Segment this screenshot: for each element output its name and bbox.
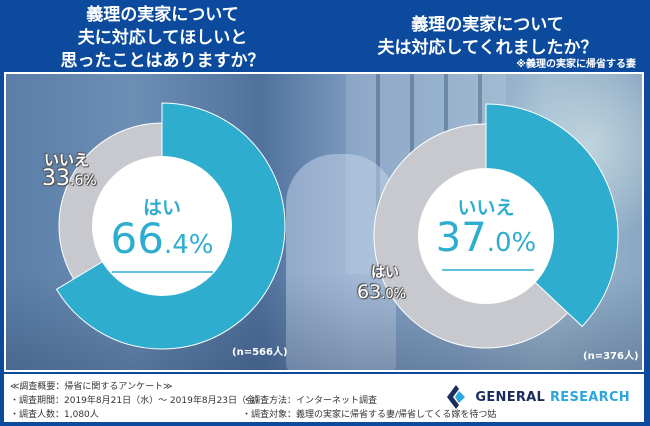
left-other-value-decimal: .6%: [70, 173, 97, 189]
left-highlight-value-decimal: .4%: [163, 230, 214, 260]
right-other-label: はい: [371, 265, 399, 281]
right-highlight-value-main: 37: [435, 215, 487, 261]
left-donut: [55, 102, 286, 350]
left-highlight-value-main: 66: [110, 214, 164, 263]
left-title-line-3: 思ったことはありますか？: [60, 51, 265, 71]
right-highlight-slice: [485, 103, 619, 328]
survey-method: ・調査方法：インターネット調査: [242, 396, 378, 406]
logo-word-general: GENERAL: [475, 389, 546, 405]
general-research-logo: GENERAL RESEARCH: [443, 384, 630, 410]
right-highlight-label: いいえ: [457, 197, 515, 219]
right-highlight-value: 37.0%: [416, 215, 556, 266]
logo-word-research: RESEARCH: [545, 389, 630, 405]
right-other-value: 63.0%: [357, 281, 406, 303]
right-donut: [373, 103, 619, 349]
left-highlight-label: はい: [142, 197, 181, 219]
left-sample-size: (n=566人): [232, 347, 288, 358]
survey-overview: ≪調査概要：帰省に関するアンケート≫: [10, 382, 173, 392]
right-other-value-decimal: .0%: [381, 287, 406, 302]
survey-period: ・調査期間：2019年8月21日（水）～ 2019年8月23日（金）: [10, 396, 265, 406]
right-sample-size: (n=376人): [583, 351, 639, 362]
left-donut-hole: [92, 156, 232, 296]
survey-target: ・調査対象：義理の実家に帰省する妻/帰省してくる嫁を待つ姑: [242, 410, 497, 420]
right-title-line-2: 夫は対応してくれましたか？: [377, 38, 598, 58]
left-other-value: 33.6%: [42, 166, 97, 191]
survey-footer: ≪調査概要：帰省に関するアンケート≫ ・調査期間：2019年8月21日（水）～ …: [4, 374, 644, 422]
logo-mark-icon: [447, 385, 466, 409]
logo-text: GENERAL RESEARCH: [475, 390, 630, 405]
left-title-line-2: 夫に対応してほしいと: [77, 28, 248, 48]
left-title-line-1: 義理の実家について: [86, 5, 239, 25]
right-chart-title: 義理の実家について 夫は対応してくれましたか？: [325, 14, 650, 60]
right-chart-subnote: ※義理の実家に帰省する妻: [516, 59, 636, 70]
right-other-value-main: 63: [357, 281, 382, 303]
right-highlight-value-decimal: .0%: [486, 228, 537, 258]
left-chart-title: 義理の実家について 夫に対応してほしいと 思ったことはありますか？: [0, 4, 325, 73]
right-title-line-1: 義理の実家について: [411, 15, 564, 35]
left-other-value-main: 33: [42, 166, 70, 191]
left-other-label: いいえ: [44, 151, 90, 169]
left-highlight-value: 66.4%: [92, 215, 232, 269]
survey-respondents: ・調査人数：1,080人: [10, 410, 99, 420]
